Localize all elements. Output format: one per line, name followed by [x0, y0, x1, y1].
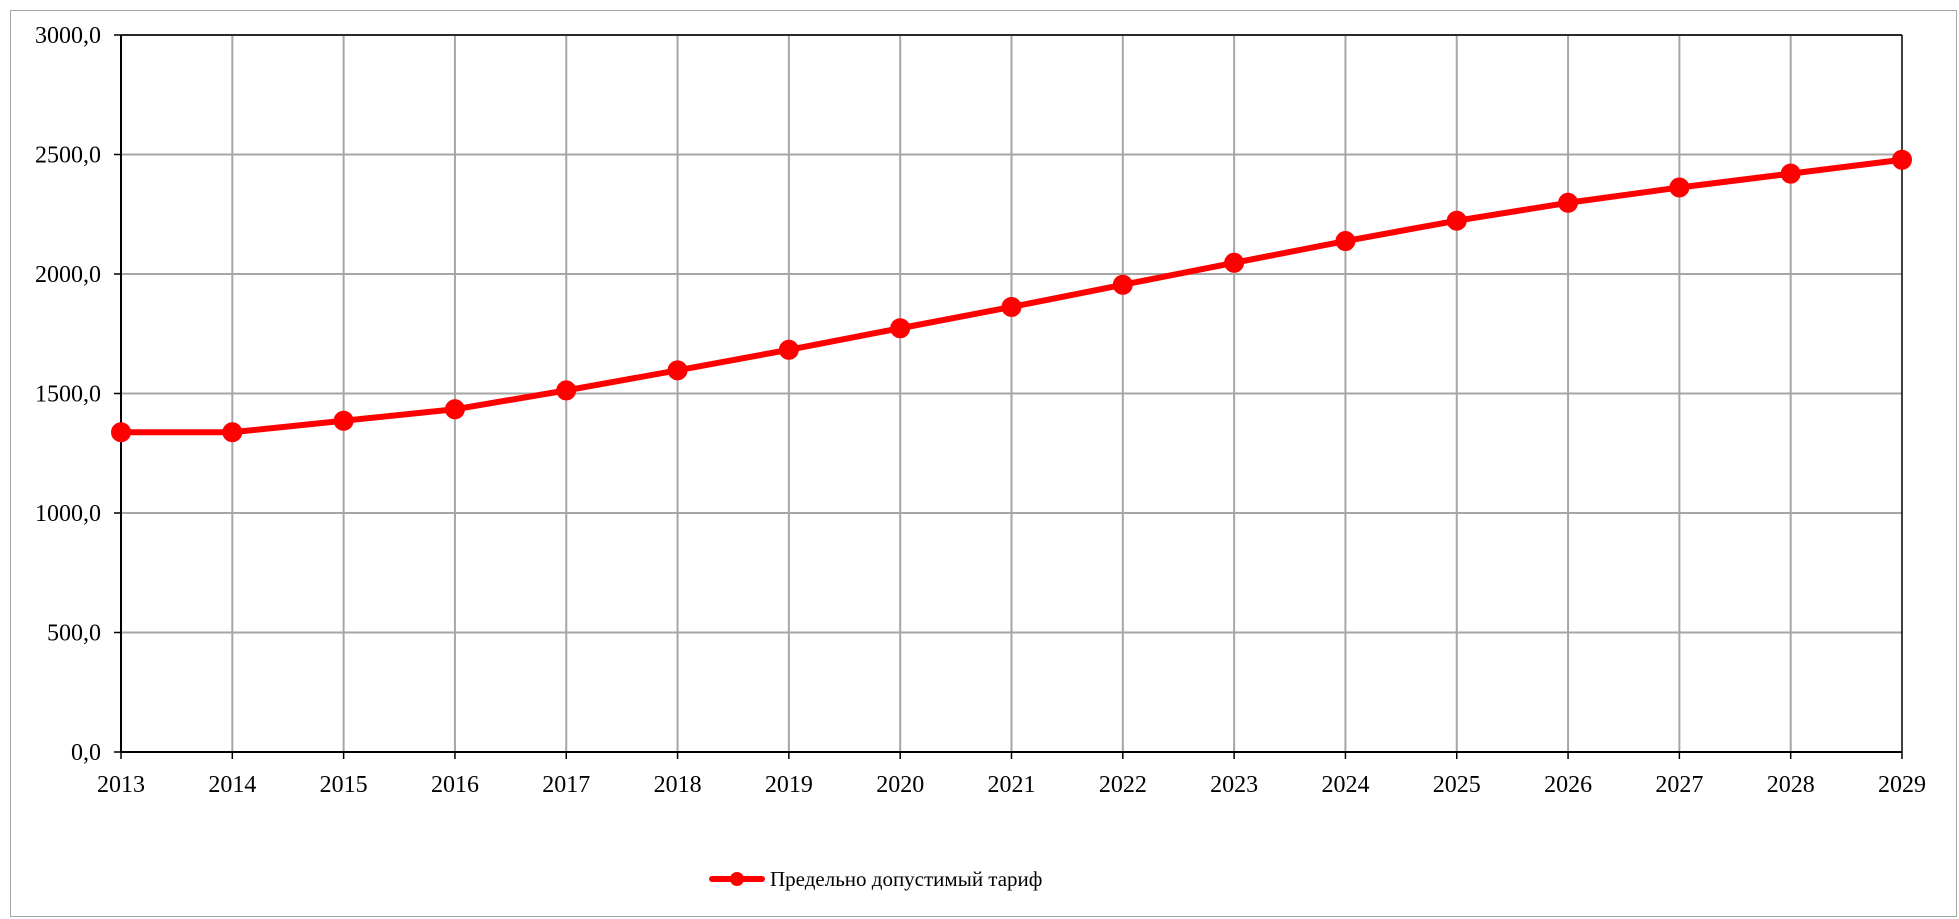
x-tick-label: 2029 — [1878, 772, 1926, 798]
y-tick-label: 2000,0 — [35, 262, 101, 288]
x-tick-label: 2027 — [1655, 772, 1703, 798]
data-point — [1001, 296, 1022, 317]
series — [111, 149, 1912, 443]
x-axis-tick-labels: 2013 2014 2015 2016 2017 2018 2019 2020 2021 2022… — [97, 772, 1926, 798]
x-tick-label: 2026 — [1544, 772, 1592, 798]
data-point — [444, 399, 465, 420]
x-tick-label: 2013 — [97, 772, 145, 798]
x-tick-label: 2022 — [1099, 772, 1147, 798]
data-point — [1892, 149, 1912, 170]
data-point — [1112, 274, 1133, 295]
x-tick-label: 2016 — [431, 772, 479, 798]
x-tick-label: 2014 — [208, 772, 256, 798]
y-axis-tick-labels: 0,0 500,0 1000,0 1500,0 2000,0 2500,0 3000,0 — [35, 23, 101, 766]
data-point — [222, 422, 243, 443]
x-tick-label: 2019 — [765, 772, 813, 798]
legend-marker — [730, 872, 744, 886]
x-tick-label: 2017 — [542, 772, 590, 798]
data-point — [1669, 177, 1690, 198]
data-point — [1335, 231, 1356, 252]
data-point — [1558, 192, 1579, 213]
x-tick-label: 2021 — [988, 772, 1036, 798]
data-point — [1224, 252, 1245, 273]
axes — [114, 34, 1903, 759]
legend-label: Предельно допустимый тариф — [770, 867, 1042, 891]
data-point — [333, 410, 354, 431]
x-tick-label: 2020 — [876, 772, 924, 798]
legend: Предельно допустимый тариф — [709, 867, 1042, 891]
y-tick-label: 500,0 — [47, 621, 101, 647]
data-point — [890, 318, 911, 339]
y-tick-label: 2500,0 — [35, 143, 101, 169]
y-tick-label: 3000,0 — [35, 23, 101, 49]
x-tick-label: 2025 — [1433, 772, 1481, 798]
x-tick-label: 2028 — [1767, 772, 1815, 798]
chart-frame — [10, 10, 1957, 917]
y-tick-label: 1500,0 — [35, 382, 101, 408]
data-point — [1446, 210, 1467, 231]
data-point — [111, 422, 131, 443]
data-point — [667, 360, 688, 381]
x-tick-label: 2018 — [654, 772, 702, 798]
x-tick-label: 2023 — [1210, 772, 1258, 798]
x-tick-label: 2015 — [320, 772, 368, 798]
data-point — [778, 339, 799, 360]
y-tick-label: 0,0 — [71, 740, 101, 766]
x-tick-label: 2024 — [1321, 772, 1369, 798]
data-point — [556, 380, 577, 401]
data-point — [1780, 163, 1801, 184]
y-tick-label: 1000,0 — [35, 501, 101, 527]
grid — [121, 34, 1902, 753]
